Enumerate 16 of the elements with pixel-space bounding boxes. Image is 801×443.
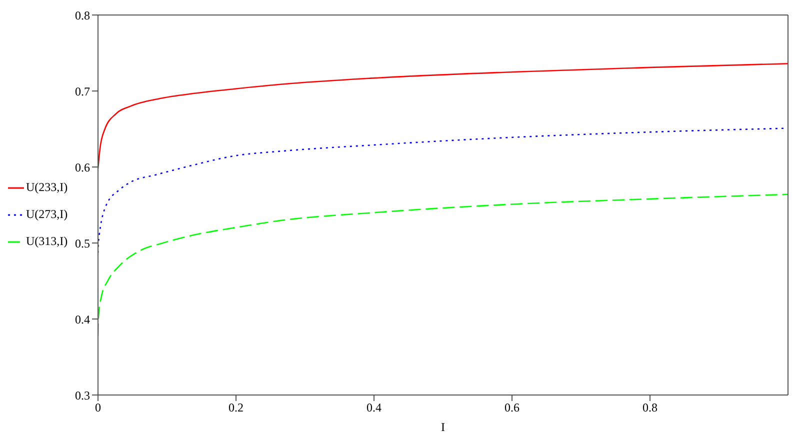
x-tick-label: 0.8 <box>642 400 658 415</box>
y-tick-label: 0.6 <box>75 160 90 174</box>
y-tick-label: 0.7 <box>75 84 90 98</box>
y-tick-label: 0.5 <box>75 236 90 250</box>
legend-label: U(313,I) <box>26 234 68 248</box>
y-tick-label: 0.4 <box>75 312 90 326</box>
x-tick-label: 0.4 <box>366 400 382 415</box>
x-tick-label: 0.6 <box>504 400 520 415</box>
x-axis-title: I <box>441 420 445 434</box>
legend-label: U(273,I) <box>26 207 68 221</box>
x-tick-label: 0 <box>95 400 101 415</box>
legend-label: U(233,I) <box>26 180 68 194</box>
y-tick-label: 0.8 <box>75 8 90 22</box>
line-series <box>98 62 788 170</box>
x-tick-label: 0.2 <box>228 400 244 415</box>
y-tick-label: 0.3 <box>75 388 90 402</box>
